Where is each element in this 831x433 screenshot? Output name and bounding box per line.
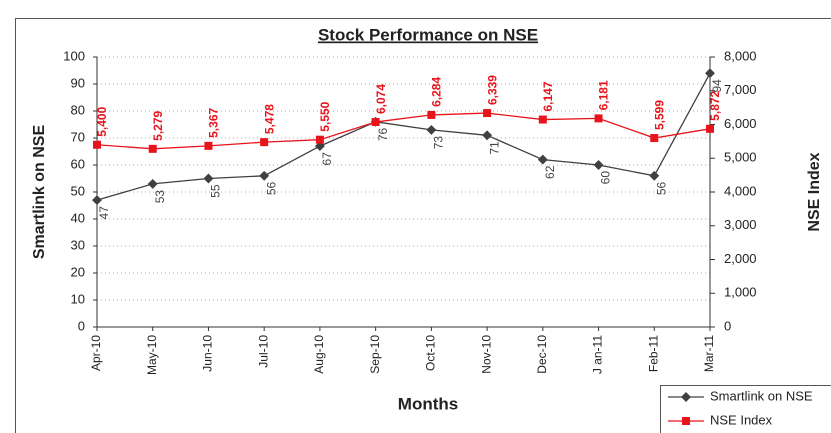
data-label: 53 — [153, 190, 167, 204]
x-tick-label: Apr-10 — [89, 335, 103, 371]
y2-tick-label: 4,000 — [724, 183, 757, 198]
marker — [203, 173, 214, 184]
y-axis-title: Smartlink on NSE — [31, 125, 48, 260]
y-tick-label: 100 — [63, 48, 85, 63]
y2-tick-label: 7,000 — [724, 82, 757, 97]
marker — [538, 115, 547, 124]
marker — [427, 110, 436, 119]
marker — [482, 130, 493, 141]
y2-tick-label: 2,000 — [724, 251, 757, 266]
marker — [537, 154, 548, 165]
series-line — [96, 112, 711, 150]
data-label: 5,367 — [207, 108, 221, 138]
marker — [649, 170, 660, 181]
data-label: 5,279 — [151, 110, 165, 140]
marker — [260, 138, 269, 147]
marker — [148, 144, 157, 153]
marker — [594, 114, 603, 123]
y2-tick-label: 6,000 — [724, 116, 757, 131]
marker — [93, 140, 101, 149]
series-line — [96, 72, 711, 201]
data-label: 6,147 — [541, 81, 555, 111]
legend-marker — [682, 417, 690, 425]
chart-title: Stock Performance on NSE — [318, 25, 538, 44]
x-tick-label: Jun-10 — [201, 335, 215, 372]
legend-label: Smartlink on NSE — [710, 388, 813, 403]
y2-tick-label: 8,000 — [724, 48, 757, 63]
y-tick-label: 60 — [71, 156, 85, 171]
marker — [259, 170, 270, 181]
legend-marker — [681, 392, 691, 402]
y2-tick-label: 5,000 — [724, 150, 757, 165]
data-label: 76 — [376, 127, 390, 141]
data-label: 5,550 — [318, 101, 332, 131]
y2-axis-title: NSE Index — [806, 152, 823, 231]
marker — [650, 134, 659, 143]
x-axis-title: Months — [398, 394, 458, 413]
y-tick-label: 0 — [78, 318, 85, 333]
data-label: 56 — [654, 181, 668, 195]
data-label: 56 — [264, 181, 278, 195]
data-label: 71 — [487, 141, 501, 155]
x-tick-label: Dec-10 — [535, 335, 549, 374]
y-tick-label: 50 — [71, 183, 85, 198]
data-label: 6,074 — [374, 84, 388, 114]
y-tick-label: 40 — [71, 210, 85, 225]
marker — [706, 124, 714, 133]
data-label: 73 — [432, 136, 446, 150]
marker — [705, 68, 715, 79]
y-tick-label: 70 — [71, 129, 85, 144]
marker — [371, 118, 380, 127]
x-tick-label: J an-11 — [591, 335, 605, 374]
marker — [147, 178, 158, 189]
x-tick-label: Feb-11 — [646, 335, 660, 372]
data-label: 47 — [97, 206, 111, 220]
data-label: 5,599 — [652, 100, 666, 130]
legend-box — [660, 385, 831, 433]
y-tick-label: 90 — [71, 75, 85, 90]
x-tick-label: Jul-10 — [256, 335, 270, 368]
x-tick-label: Aug-10 — [312, 335, 326, 374]
data-label: 55 — [209, 184, 223, 198]
y-tick-label: 80 — [71, 102, 85, 117]
marker — [92, 195, 102, 206]
data-label: 5,872 — [708, 90, 722, 120]
marker — [204, 141, 213, 150]
data-label: 67 — [320, 152, 334, 166]
legend-label: NSE Index — [710, 412, 773, 427]
data-label: 94 — [710, 79, 724, 93]
frame — [15, 18, 831, 433]
y-tick-label: 20 — [71, 264, 85, 279]
data-label: 5,478 — [262, 104, 276, 134]
y2-tick-label: 3,000 — [724, 217, 757, 232]
y2-tick-label: 0 — [724, 318, 731, 333]
data-label: 5,400 — [95, 106, 109, 136]
data-label: 60 — [599, 171, 613, 185]
y2-tick-label: 1,000 — [724, 285, 757, 300]
data-label: 6,181 — [597, 80, 611, 110]
y-tick-label: 10 — [71, 291, 85, 306]
y-tick-label: 30 — [71, 237, 85, 252]
x-tick-label: Mar-11 — [702, 335, 716, 372]
x-tick-label: Sep-10 — [368, 335, 382, 374]
marker — [315, 135, 324, 144]
x-tick-label: May-10 — [145, 335, 159, 375]
x-tick-label: Nov-10 — [479, 335, 493, 374]
data-label: 6,284 — [430, 77, 444, 107]
marker — [426, 124, 437, 135]
data-label: 6,339 — [485, 75, 499, 105]
marker — [593, 160, 604, 170]
x-tick-label: Oct-10 — [424, 335, 438, 371]
data-label: 62 — [543, 165, 557, 179]
marker — [483, 109, 492, 118]
